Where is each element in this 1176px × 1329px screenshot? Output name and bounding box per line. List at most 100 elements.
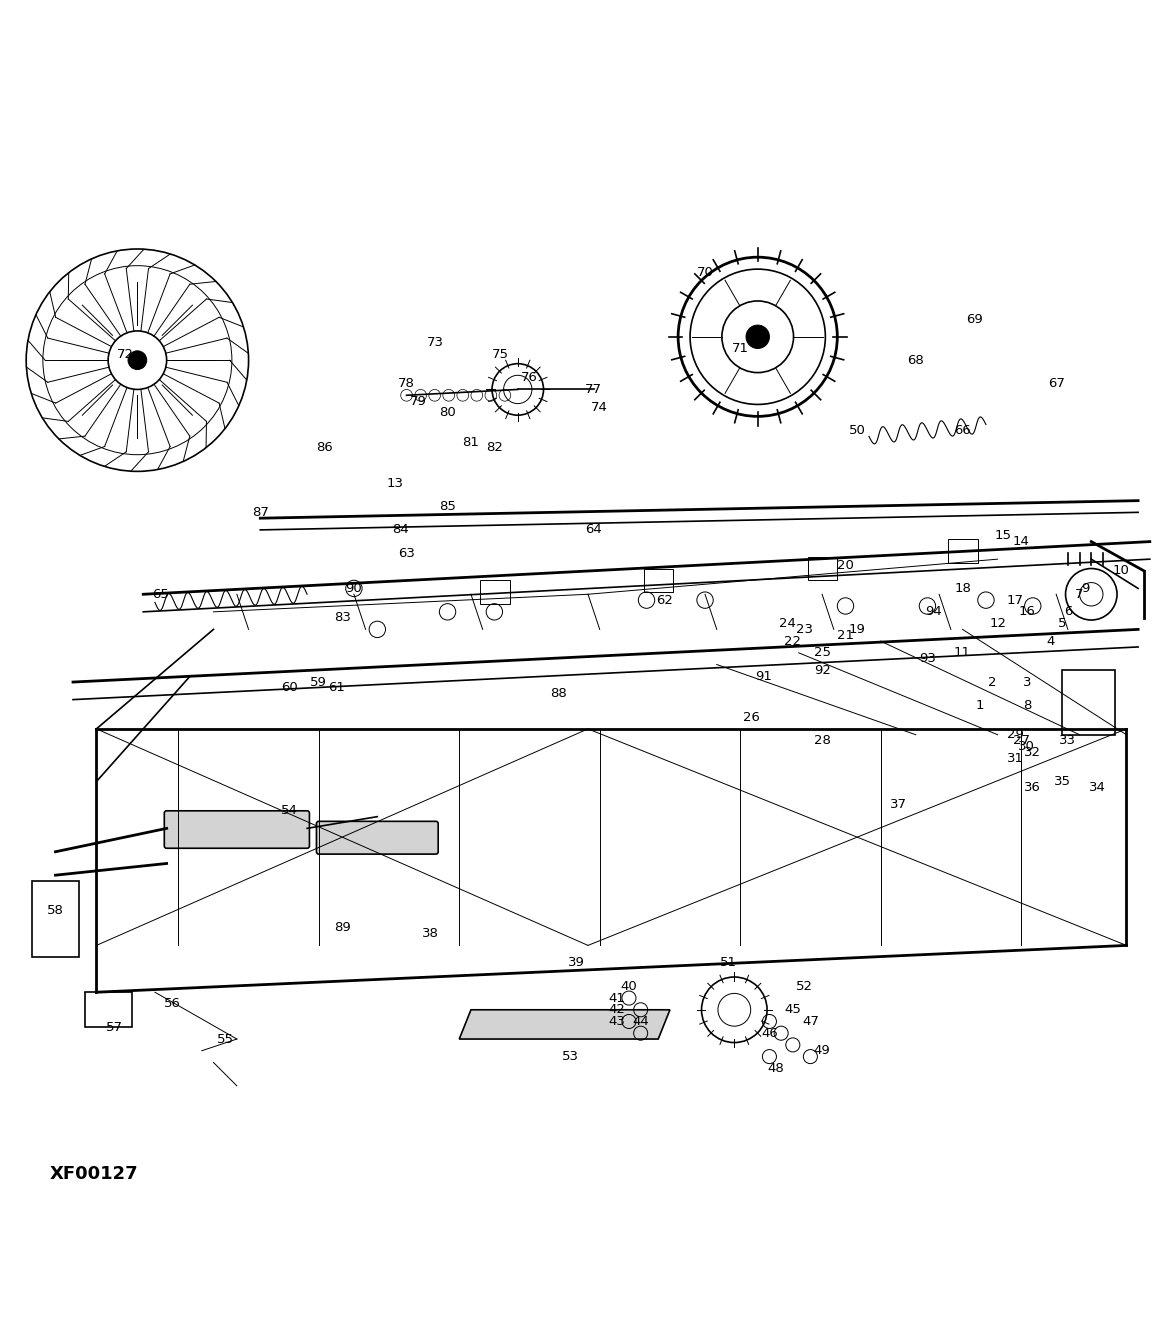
Circle shape [746,326,769,348]
Bar [808,557,837,581]
Text: 92: 92 [814,664,830,676]
Bar [644,569,674,591]
Text: 55: 55 [216,1033,234,1046]
Text: 75: 75 [492,348,509,361]
Text: 86: 86 [316,441,333,455]
Text: 65: 65 [153,587,169,601]
FancyBboxPatch shape [165,811,309,848]
Text: 59: 59 [310,675,327,688]
Text: 9: 9 [1081,582,1090,595]
Text: 93: 93 [918,653,936,664]
Text: 70: 70 [696,266,714,279]
Text: 60: 60 [281,682,298,695]
Circle shape [128,351,147,369]
Text: 63: 63 [399,546,415,560]
Text: 73: 73 [427,336,445,350]
Text: 71: 71 [731,342,749,355]
Text: 3: 3 [1023,675,1031,688]
Text: 2: 2 [988,675,996,688]
Text: 79: 79 [410,395,427,408]
Bar [480,581,509,603]
Text: 34: 34 [1089,781,1105,793]
Text: 7: 7 [1075,587,1084,601]
Text: 89: 89 [334,921,350,934]
Text: 78: 78 [399,377,415,391]
Text: 81: 81 [462,436,480,449]
Text: 52: 52 [796,979,813,993]
Text: 77: 77 [586,383,602,396]
Text: 12: 12 [989,617,1007,630]
Text: 33: 33 [1060,734,1076,747]
Text: 29: 29 [1007,728,1023,742]
Text: 13: 13 [387,477,403,489]
Text: 58: 58 [47,904,64,917]
Text: 47: 47 [802,1015,818,1029]
Text: 23: 23 [796,623,813,635]
Bar [949,540,977,562]
Text: 57: 57 [106,1021,122,1034]
Text: 51: 51 [720,957,737,969]
Text: 4: 4 [1047,634,1055,647]
Text: 61: 61 [328,682,345,695]
Text: 22: 22 [784,634,801,647]
Text: 84: 84 [393,524,409,537]
Text: 74: 74 [592,400,608,413]
Text: 17: 17 [1007,594,1024,606]
Text: 40: 40 [621,979,637,993]
Text: 43: 43 [609,1015,626,1029]
Text: 25: 25 [814,646,830,659]
Text: 6: 6 [1064,605,1073,618]
Text: 82: 82 [486,441,503,455]
Text: 87: 87 [252,506,268,518]
Text: 15: 15 [995,529,1013,542]
Text: 41: 41 [609,991,626,1005]
Text: 64: 64 [586,524,602,537]
Text: XF00127: XF00127 [49,1164,139,1183]
Text: 48: 48 [767,1062,783,1075]
Text: 27: 27 [1013,734,1029,747]
Text: 37: 37 [890,799,907,812]
Text: 44: 44 [633,1015,649,1029]
Text: 8: 8 [1023,699,1031,712]
Text: 53: 53 [562,1050,579,1063]
Text: 30: 30 [1018,740,1035,754]
Text: 91: 91 [755,670,771,683]
Text: 72: 72 [118,348,134,361]
Text: 36: 36 [1024,781,1041,793]
Text: 24: 24 [779,617,795,630]
Text: 88: 88 [550,687,567,700]
Text: 90: 90 [346,582,362,595]
Text: 31: 31 [1007,752,1024,764]
Text: 42: 42 [609,1003,626,1017]
Text: 21: 21 [837,629,854,642]
Text: 26: 26 [743,711,761,724]
Text: 35: 35 [1054,775,1070,788]
Text: 76: 76 [521,371,537,384]
Text: 94: 94 [924,605,942,618]
Polygon shape [460,1010,670,1039]
Text: 38: 38 [421,928,439,940]
Text: 19: 19 [849,623,866,635]
Text: 1: 1 [976,699,984,712]
Text: 69: 69 [965,312,983,326]
Text: 67: 67 [1048,377,1064,391]
Bar [1062,670,1115,735]
Bar [85,993,132,1027]
Text: 45: 45 [784,1003,801,1017]
Text: 62: 62 [656,594,673,606]
Text: 5: 5 [1057,617,1067,630]
Text: 49: 49 [814,1045,830,1058]
Text: 66: 66 [954,424,971,437]
Text: 18: 18 [954,582,971,595]
Text: 54: 54 [281,804,298,817]
Text: 50: 50 [849,424,866,437]
Text: 10: 10 [1112,565,1129,577]
FancyBboxPatch shape [316,821,439,855]
Text: 83: 83 [334,611,350,625]
Text: 32: 32 [1024,746,1041,759]
Text: 46: 46 [761,1027,777,1039]
Text: 39: 39 [568,957,584,969]
Text: 85: 85 [439,500,456,513]
Text: 16: 16 [1018,605,1035,618]
Text: 14: 14 [1013,536,1029,548]
